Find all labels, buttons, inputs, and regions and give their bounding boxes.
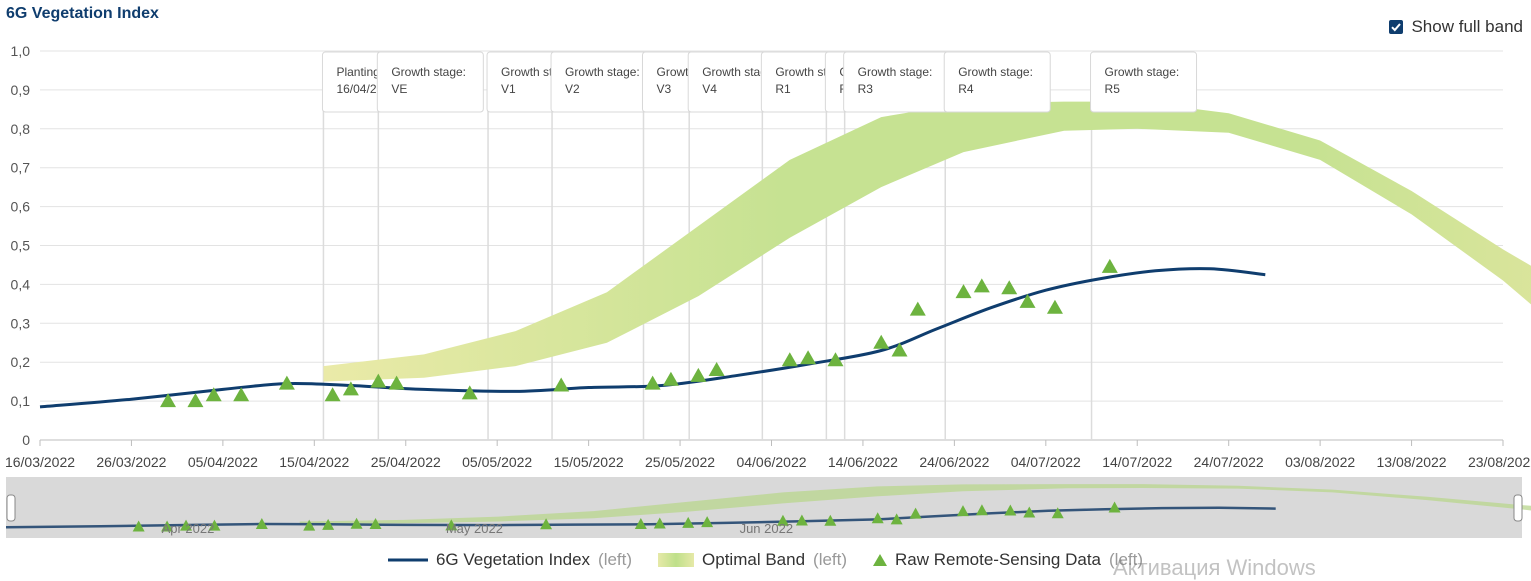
navigator-month-label: Apr 2022 [162,521,215,536]
raw-data-point [873,335,889,349]
stage-label-value: V3 [656,82,671,96]
raw-data-point [892,343,908,357]
x-tick-label: 14/06/2022 [828,454,898,470]
legend-label-raw: Raw Remote-Sensing Data [895,550,1101,570]
raw-data-point [709,362,725,376]
legend-item-raw[interactable]: Raw Remote-Sensing Data (left) [873,550,1143,570]
x-tick-label: 25/05/2022 [645,454,715,470]
stage-label-value: V4 [702,82,717,96]
navigator-month-label: May 2022 [446,521,503,536]
x-tick-label: 03/08/2022 [1285,454,1355,470]
stage-label-title: Growth stage: [1105,65,1180,79]
stage-label-value: R4 [958,82,974,96]
navigator-handle-left[interactable] [7,495,15,521]
y-tick-label: 0,8 [11,121,31,137]
y-tick-label: 1,0 [11,43,31,59]
y-tick-label: 0,9 [11,82,31,98]
legend-side-band: (left) [813,550,847,570]
stage-label-value: VE [391,82,407,96]
x-tick-label: 04/06/2022 [736,454,806,470]
y-tick-label: 0,6 [11,199,31,215]
legend-label-band: Optimal Band [702,550,805,570]
stage-label-value: R3 [858,82,874,96]
x-tick-label: 25/04/2022 [371,454,441,470]
stage-label-title: Growth stage: [565,65,640,79]
raw-data-point [343,381,359,395]
y-tick-label: 0,1 [11,393,31,409]
x-tick-label: 16/03/2022 [5,454,75,470]
stage-label-box: Growth stage: VE [377,52,483,112]
y-tick-label: 0 [22,432,30,448]
raw-data-point [645,376,661,390]
legend-item-band[interactable]: Optimal Band (left) [658,550,847,570]
legend: 6G Vegetation Index (left) Optimal Band … [0,550,1531,570]
navigator-handle-right[interactable] [1514,495,1522,521]
raw-data-point [910,302,926,316]
raw-data-point [1047,300,1063,314]
stage-label-box: Growth stage: R4 [944,52,1050,112]
raw-data-point [1102,259,1118,273]
x-tick-label: 15/05/2022 [554,454,624,470]
raw-data-point [800,350,816,364]
x-tick-label: 14/07/2022 [1102,454,1172,470]
y-tick-label: 0,5 [11,238,31,254]
raw-data-point [974,278,990,292]
y-tick-label: 0,2 [11,354,31,370]
raw-data-point [956,284,972,298]
navigator-month-label: Jun 2022 [740,521,794,536]
stage-label-value: V2 [565,82,580,96]
raw-data-point [1001,280,1017,294]
raw-data-point [663,372,679,386]
x-tick-label: 05/05/2022 [462,454,532,470]
x-tick-label: 26/03/2022 [96,454,166,470]
x-tick-label: 24/07/2022 [1194,454,1264,470]
stage-label-box: Growth stage: V2 [551,52,657,112]
stage-label-value: R5 [1105,82,1121,96]
x-tick-label: 04/07/2022 [1011,454,1081,470]
stage-label-title: Growth stage: [391,65,466,79]
stage-label-box: Growth stage: R5 [1091,52,1197,112]
x-tick-label: 24/06/2022 [919,454,989,470]
y-tick-label: 0,7 [11,160,31,176]
legend-side-raw: (left) [1109,550,1143,570]
x-tick-label: 13/08/2022 [1377,454,1447,470]
x-tick-label: 15/04/2022 [279,454,349,470]
raw-data-point [553,378,569,392]
raw-data-point [187,393,203,407]
stage-label-box: Growth stage: R3 [844,52,950,112]
legend-item-index[interactable]: 6G Vegetation Index (left) [388,550,632,570]
stage-label-title: Growth stage: [858,65,933,79]
raw-data-point [325,387,341,401]
y-tick-label: 0,4 [11,276,31,292]
raw-data-point [782,352,798,366]
x-tick-label: 23/08/2022 [1468,454,1531,470]
stage-label-value: R1 [775,82,791,96]
y-tick-label: 0,3 [11,315,31,331]
x-tick-label: 05/04/2022 [188,454,258,470]
stage-label-title: Growth stage: [958,65,1033,79]
legend-label-index: 6G Vegetation Index [436,550,590,570]
stage-label-value: V1 [501,82,516,96]
legend-side-index: (left) [598,550,632,570]
raw-data-point [690,368,706,382]
